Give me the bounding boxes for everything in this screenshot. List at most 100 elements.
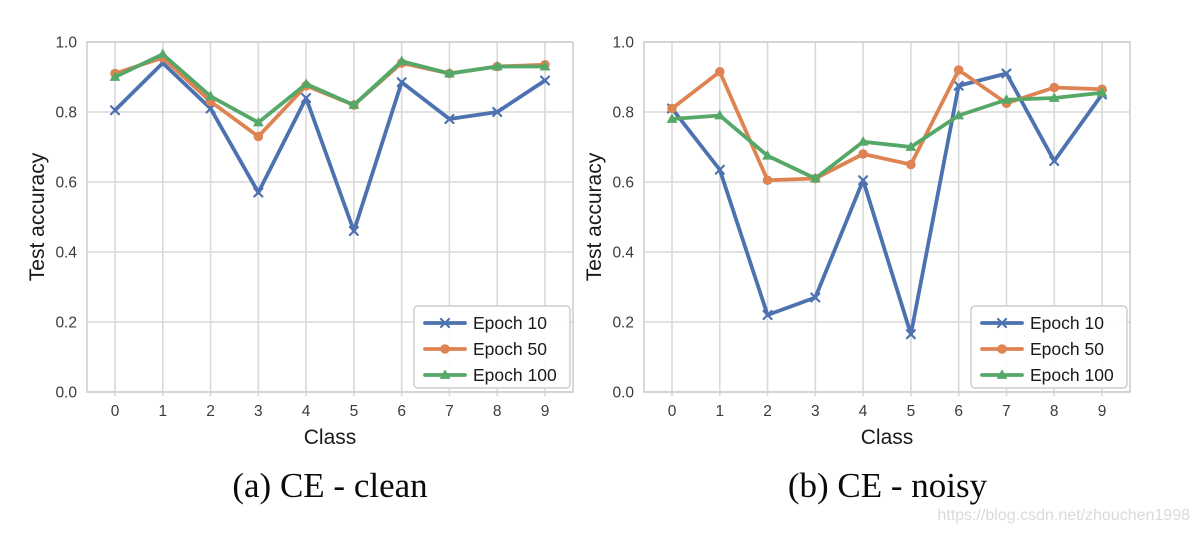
triangle-marker [1001,94,1012,104]
legend-label: Epoch 50 [473,339,547,359]
triangle-marker [300,78,312,88]
x-marker [539,75,551,86]
y-axis-label: Test accuracy [26,152,49,281]
x-tick-label: 7 [445,403,454,420]
legend-entry: Epoch 10 [980,313,1104,333]
circle-marker [1049,82,1060,93]
legend-label: Epoch 10 [473,313,547,333]
x-marker [301,92,312,104]
y-tick-labels: 0.0 0.2 0.4 0.6 0.8 1.0 [55,35,77,402]
triangle-marker [666,113,678,123]
y-tick-label: 0.6 [612,175,634,192]
x-axis-label: Class [861,426,914,449]
legend-entry: Epoch 50 [980,339,1104,359]
legend-entry: Epoch 100 [423,365,557,385]
y-tick-label: 0.0 [55,385,77,402]
triangle-marker [996,369,1008,379]
line-chart-svg: 0.0 0.2 0.4 0.6 0.8 1.0 0 1 2 3 4 5 6 7 8 9 Class Test ac… [26,35,574,449]
x-tick-label: 4 [302,403,311,420]
y-tick-label: 1.0 [612,35,634,52]
x-marker [109,105,121,116]
x-tick-label: 9 [541,403,550,420]
x-marker [996,317,1008,329]
chart-ce-clean: 0.0 0.2 0.4 0.6 0.8 1.0 0 1 2 3 4 5 6 7 8 9 Class Test ac… [0,0,599,462]
x-tick-label: 4 [859,403,868,420]
triangle-marker [157,48,169,59]
triangle-marker [109,71,121,81]
triangle-marker [1048,92,1060,102]
x-marker [810,292,821,303]
triangle-marker [953,109,965,120]
series-epoch-10 [109,57,551,237]
circle-marker [714,66,725,77]
x-tick-labels: 0 1 2 3 4 5 6 7 8 9 [111,403,550,420]
circle-marker [906,159,916,170]
y-tick-label: 0.2 [612,315,634,332]
triangle-marker [491,60,503,71]
triangle-marker [348,99,360,109]
x-tick-label: 2 [206,403,215,420]
y-tick-label: 0.0 [612,385,634,402]
y-tick-label: 0.8 [612,105,634,122]
circle-marker [762,175,773,186]
caption-ce-clean: (a) CE - clean [232,466,428,505]
x-marker [953,80,964,91]
chart-ce-noisy: 0.0 0.2 0.4 0.6 0.8 1.0 0 1 2 3 4 5 6 7 8 9 Class Test ac… [557,0,1156,462]
x-tick-label: 5 [350,403,359,420]
legend-box [413,305,571,389]
triangle-marker [439,369,451,379]
circle-marker [667,103,677,114]
series-epoch-100 [666,87,1108,183]
x-marker [444,113,455,125]
x-marker [492,106,503,118]
legend: Epoch 10 Epoch 50 Epoch 100 [970,305,1128,389]
x-marker [905,329,916,340]
circle-marker [253,131,264,142]
x-marker [348,225,359,237]
triangle-marker [396,55,408,66]
y-tick-label: 1.0 [55,35,77,52]
x-tick-label: 2 [763,403,772,420]
x-marker [762,309,773,321]
plot-border [86,41,574,393]
triangle-marker [809,172,821,183]
legend-label: Epoch 100 [473,365,557,385]
triangle-marker [252,116,264,127]
series-line [113,61,547,233]
y-tick-labels: 0.0 0.2 0.4 0.6 0.8 1.0 [612,35,634,402]
x-tick-label: 6 [397,403,406,420]
circle-marker [440,344,450,354]
x-marker [205,103,216,114]
x-marker [858,175,869,186]
x-tick-label: 5 [907,403,916,420]
legend: Epoch 10 Epoch 50 Epoch 100 [413,305,571,389]
triangle-marker [857,136,869,146]
x-marker [714,164,725,175]
x-tick-label: 0 [668,403,677,420]
legend-entry: Epoch 10 [423,313,547,333]
triangle-marker [714,109,726,120]
x-marker [439,317,451,329]
x-tick-label: 1 [158,403,167,420]
x-tick-label: 8 [493,403,502,420]
x-marker [1001,68,1012,79]
circle-marker [953,65,964,75]
x-tick-label: 8 [1050,403,1059,420]
x-marker [396,77,407,88]
y-tick-label: 0.8 [55,105,77,122]
x-tick-label: 6 [954,403,963,420]
legend-label: Epoch 10 [1030,313,1104,333]
x-tick-label: 9 [1098,403,1107,420]
series-line [670,71,1104,337]
x-tick-labels: 0 1 2 3 4 5 6 7 8 9 [668,403,1107,420]
circle-marker [997,344,1007,354]
y-tick-label: 0.4 [55,245,77,262]
triangle-marker [905,141,917,151]
x-tick-label: 0 [111,403,120,420]
watermark: https://blog.csdn.net/zhouchen1998 [937,507,1190,524]
triangle-marker [762,150,773,160]
y-axis-label: Test accuracy [583,152,606,281]
x-tick-label: 3 [254,403,263,420]
x-tick-label: 3 [811,403,820,420]
